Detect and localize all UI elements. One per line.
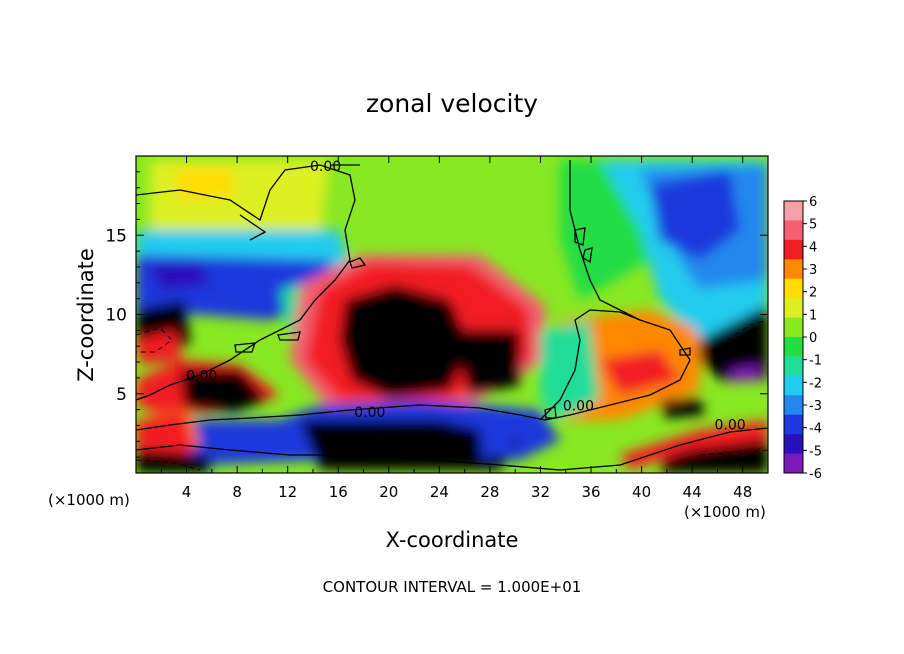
x-unit-label-right: (×1000 m) — [684, 503, 766, 521]
contour-label: 0.00 — [563, 398, 594, 414]
x-tick-label: 4 — [182, 483, 192, 501]
colorbar-swatch — [784, 278, 803, 299]
x-axis-label: X-coordinate — [386, 528, 519, 552]
x-tick-label: 24 — [430, 483, 449, 501]
colorbar-swatch — [784, 220, 803, 241]
colorbar-tick-label: 5 — [809, 218, 817, 233]
colorbar-swatch — [784, 453, 803, 474]
colorbar-tick-label: -2 — [809, 376, 822, 391]
colorbar-swatch — [784, 259, 803, 280]
contour-label: 0.00 — [354, 405, 385, 421]
contour-label: 0.00 — [714, 417, 745, 433]
x-tick-label: 12 — [278, 483, 297, 501]
colorbar-swatch — [784, 201, 803, 221]
colorbar: 6 5 4 3 2 1 0 -1 -2 -3 -4 -5 -6 — [783, 195, 822, 482]
x-unit-label-left: (×1000 m) — [48, 491, 130, 509]
velocity-field — [136, 156, 768, 473]
chart-title: zonal velocity — [366, 89, 538, 118]
colorbar-swatch — [784, 337, 803, 357]
x-tick-label: 48 — [733, 483, 752, 501]
colorbar-tick-label: 0 — [809, 331, 817, 346]
y-tick-label: 10 — [105, 306, 127, 326]
colorbar-tick-label: -5 — [809, 444, 822, 459]
colorbar-tick-label: 6 — [809, 195, 817, 210]
colorbar-swatch — [784, 414, 803, 435]
contour-label: 0.00 — [186, 368, 217, 384]
contour-label: 0.00 — [310, 159, 341, 175]
colorbar-tick-label: 4 — [809, 240, 817, 255]
colorbar-tick-label: 3 — [809, 263, 817, 278]
colorbar-tick-label: -3 — [809, 399, 822, 414]
x-tick-label: 28 — [480, 483, 499, 501]
colorbar-tick-label: -1 — [809, 354, 822, 369]
x-tick-label: 40 — [632, 483, 651, 501]
colorbar-swatch — [784, 298, 803, 319]
colorbar-tick-label: -4 — [809, 422, 822, 437]
contour-lines: 0.00 0.00 0.00 0.00 0.00 — [136, 159, 768, 471]
y-tick-label: 15 — [105, 226, 127, 246]
colorbar-swatch — [784, 356, 803, 377]
x-tick-label: 8 — [232, 483, 242, 501]
y-axis-label: Z-coordinate — [74, 248, 98, 382]
colorbar-tick-label: 1 — [809, 308, 817, 323]
x-tick-label: 32 — [531, 483, 550, 501]
y-tick-label: 5 — [116, 385, 127, 405]
x-axis: 4 8 12 16 20 24 28 32 36 40 44 48 — [160, 156, 752, 501]
x-tick-label: 20 — [379, 483, 398, 501]
x-tick-label: 16 — [329, 483, 348, 501]
colorbar-swatch — [784, 239, 803, 260]
colorbar-swatch — [784, 317, 803, 338]
x-tick-label: 36 — [581, 483, 600, 501]
x-tick-label: 44 — [683, 483, 702, 501]
colorbar-swatch — [784, 434, 803, 455]
colorbar-swatch — [784, 395, 803, 416]
colorbar-swatch — [784, 375, 803, 396]
colorbar-tick-label: 2 — [809, 286, 817, 301]
y-axis: 5 10 15 — [105, 171, 768, 458]
colorbar-tick-label: -6 — [809, 467, 822, 482]
contour-interval-note: CONTOUR INTERVAL = 1.000E+01 — [323, 578, 582, 596]
